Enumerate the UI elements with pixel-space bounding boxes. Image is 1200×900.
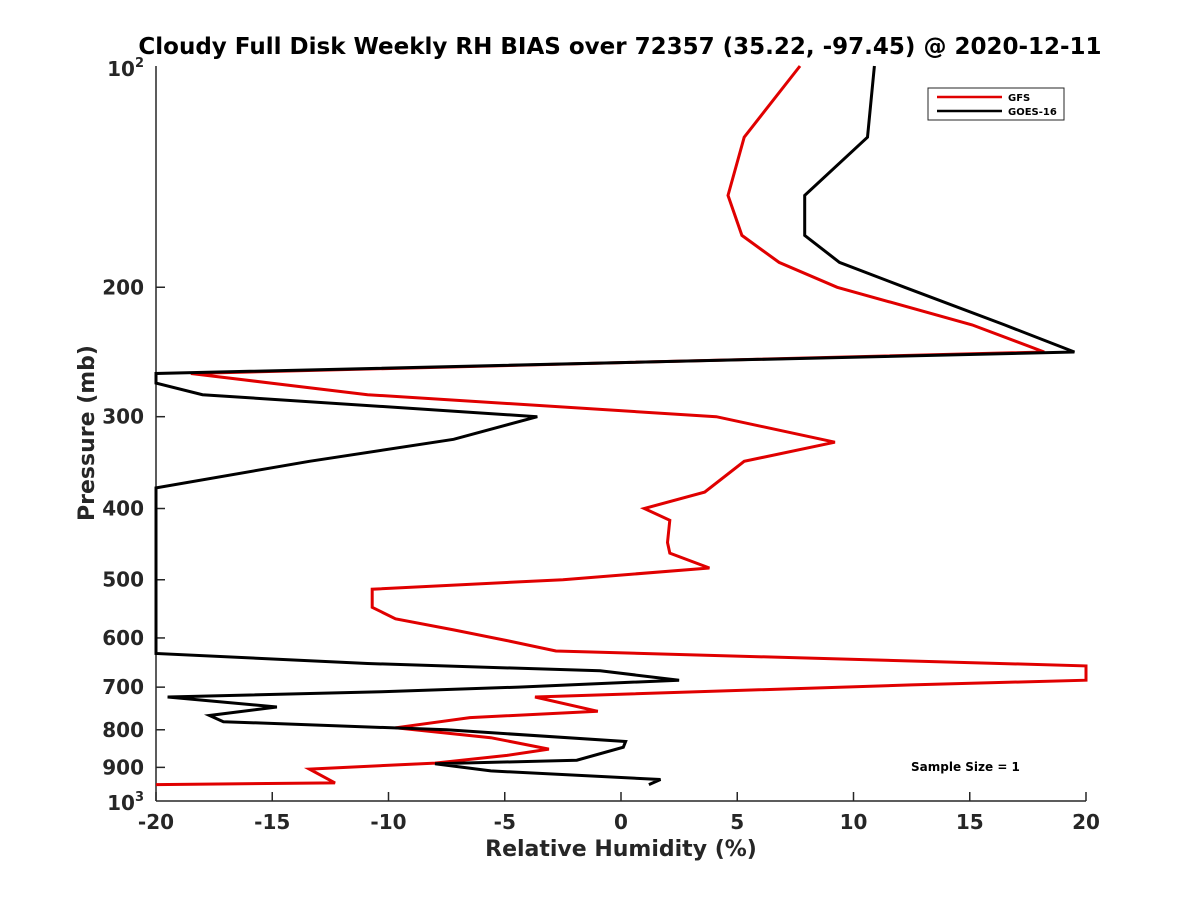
x-tick-label: -5 [494,810,516,834]
plot-area: -20 -15 -10 -5 0 5 10 15 20 200 300 400 500 600 700 80… [102,65,1100,834]
x-tick-label: 10 [840,810,868,834]
x-tick-label: -15 [254,810,290,834]
legend-label-gfs: GFS [1008,93,1030,104]
series-line-gfs [155,65,1088,787]
x-tick-label: 20 [1072,810,1100,834]
x-tick-label: -20 [138,810,174,834]
x-ticks: -20 -15 -10 -5 0 5 10 15 20 [138,792,1100,834]
x-tick-label: -10 [370,810,406,834]
y-axis-label: Pressure (mb) [75,345,100,521]
y-tick-label: 700 [102,675,144,699]
y-tick-label: 400 [102,497,144,521]
chart-title: Cloudy Full Disk Weekly RH BIAS over 723… [138,34,1101,60]
y-tick-label: 300 [102,405,144,429]
y-tick-label: 500 [102,568,144,592]
y-tick-label-bottom: 103 [107,790,144,815]
y-tick-label-top: 102 [107,56,144,81]
y-tick-label: 200 [102,275,144,299]
x-axis-label: Relative Humidity (%) [485,837,757,862]
sample-size-annotation: Sample Size = 1 [911,760,1020,774]
y-tick-label: 900 [102,755,144,779]
legend-box [927,87,1065,121]
x-tick-label: 5 [730,810,744,834]
legend-label-goes16: GOES-16 [1008,107,1057,118]
series-line-goes16 [154,65,1075,786]
y-ticks: 200 300 400 500 600 700 800 900 [102,275,165,779]
series-layer [154,65,1088,787]
y-tick-label: 600 [102,626,144,650]
legend: GFS GOES-16 [927,87,1065,121]
y-tick-label: 800 [102,718,144,742]
x-tick-label: 15 [956,810,984,834]
x-tick-label: 0 [614,810,628,834]
